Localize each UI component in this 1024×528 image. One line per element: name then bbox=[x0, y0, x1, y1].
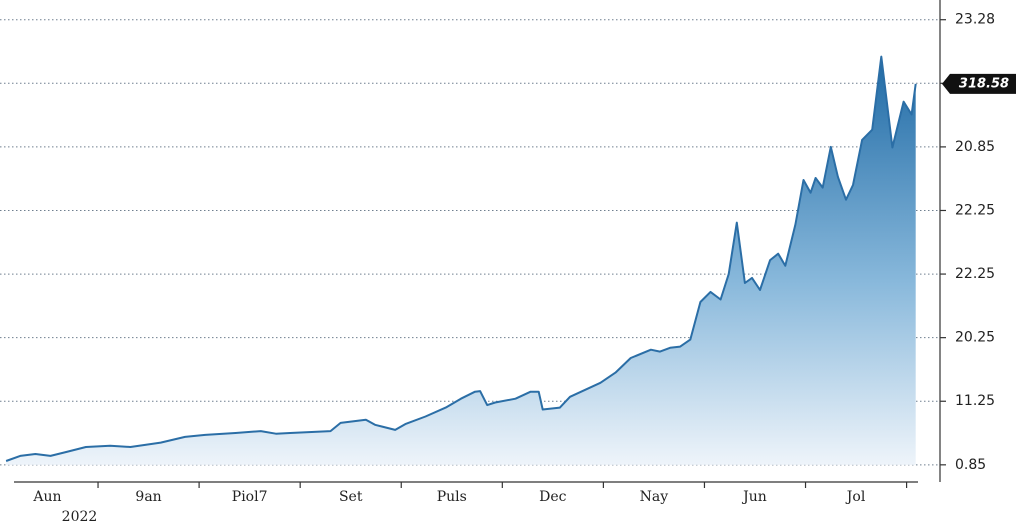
y-tick-label: 22.25 bbox=[955, 266, 995, 282]
y-tick-label: 23.28 bbox=[955, 12, 995, 28]
y-tick-label: 20.85 bbox=[955, 139, 995, 155]
x-tick-label: 9an bbox=[135, 489, 161, 505]
last-price-box bbox=[942, 73, 1016, 94]
x-tick-label: Jol bbox=[845, 489, 866, 505]
y-tick-label: 22.25 bbox=[955, 202, 995, 218]
x-year-label: 2022 bbox=[62, 509, 98, 525]
area-fill bbox=[6, 56, 916, 465]
last-price-tag: 318.58 bbox=[942, 73, 1016, 94]
x-tick-label: Nay bbox=[640, 489, 669, 505]
y-tick-label: 11.25 bbox=[955, 393, 995, 409]
x-tick-label: Jun bbox=[741, 489, 767, 505]
x-tick-label: Puls bbox=[437, 489, 467, 505]
last-price-label: 318.58 bbox=[959, 76, 1009, 91]
y-tick-label: 20.25 bbox=[955, 330, 995, 346]
price-line bbox=[5, 55, 917, 462]
x-tick-label: Aun bbox=[32, 489, 61, 505]
x-tick-label: Dec bbox=[539, 489, 567, 505]
x-tick-label: Piol7 bbox=[232, 489, 268, 505]
y-tick-label: 0.85 bbox=[955, 457, 986, 473]
x-tick-label: Set bbox=[339, 489, 363, 505]
